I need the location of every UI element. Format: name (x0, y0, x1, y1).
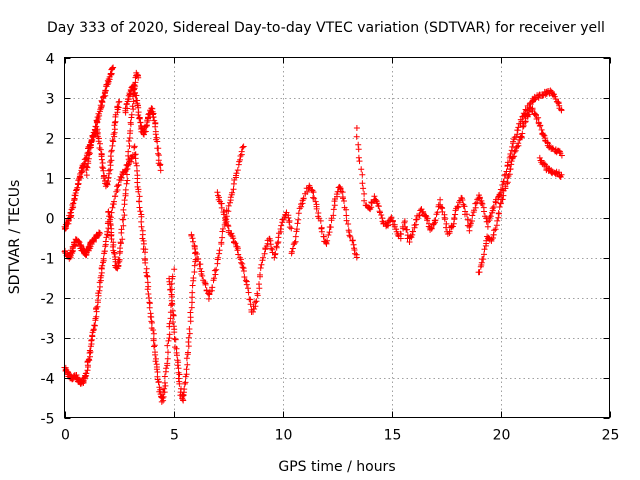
y-tick-label: -1 (41, 252, 55, 268)
x-tick-label: 25 (602, 428, 620, 444)
axis-ticks: 0 5 10 15 20 25 -5 -4 -3 -2 -1 0 1 2 3 4 (41, 52, 620, 444)
x-tick-label: 15 (384, 428, 402, 444)
data-points (61, 64, 565, 405)
y-tick-label: -2 (41, 292, 55, 308)
sdtvar-point-markers (61, 64, 565, 405)
x-tick-label: 10 (275, 428, 293, 444)
y-tick-label: 0 (46, 212, 55, 228)
y-tick-label: 1 (46, 172, 55, 188)
x-tick-label: 0 (61, 428, 70, 444)
y-axis-label: SDTVAR / TECUs (7, 180, 23, 295)
chart-title: Day 333 of 2020, Sidereal Day-to-day VTE… (47, 20, 605, 36)
y-tick-label: -4 (41, 372, 55, 388)
y-tick-label: 4 (46, 52, 55, 68)
y-tick-label: 2 (46, 132, 55, 148)
x-tick-label: 5 (170, 428, 179, 444)
x-tick-label: 20 (493, 428, 511, 444)
y-tick-label: -3 (41, 332, 55, 348)
plot-frame (64, 57, 610, 418)
y-tick-label: 3 (46, 92, 55, 108)
x-axis-label: GPS time / hours (278, 459, 395, 475)
y-tick-label: -5 (41, 412, 55, 428)
